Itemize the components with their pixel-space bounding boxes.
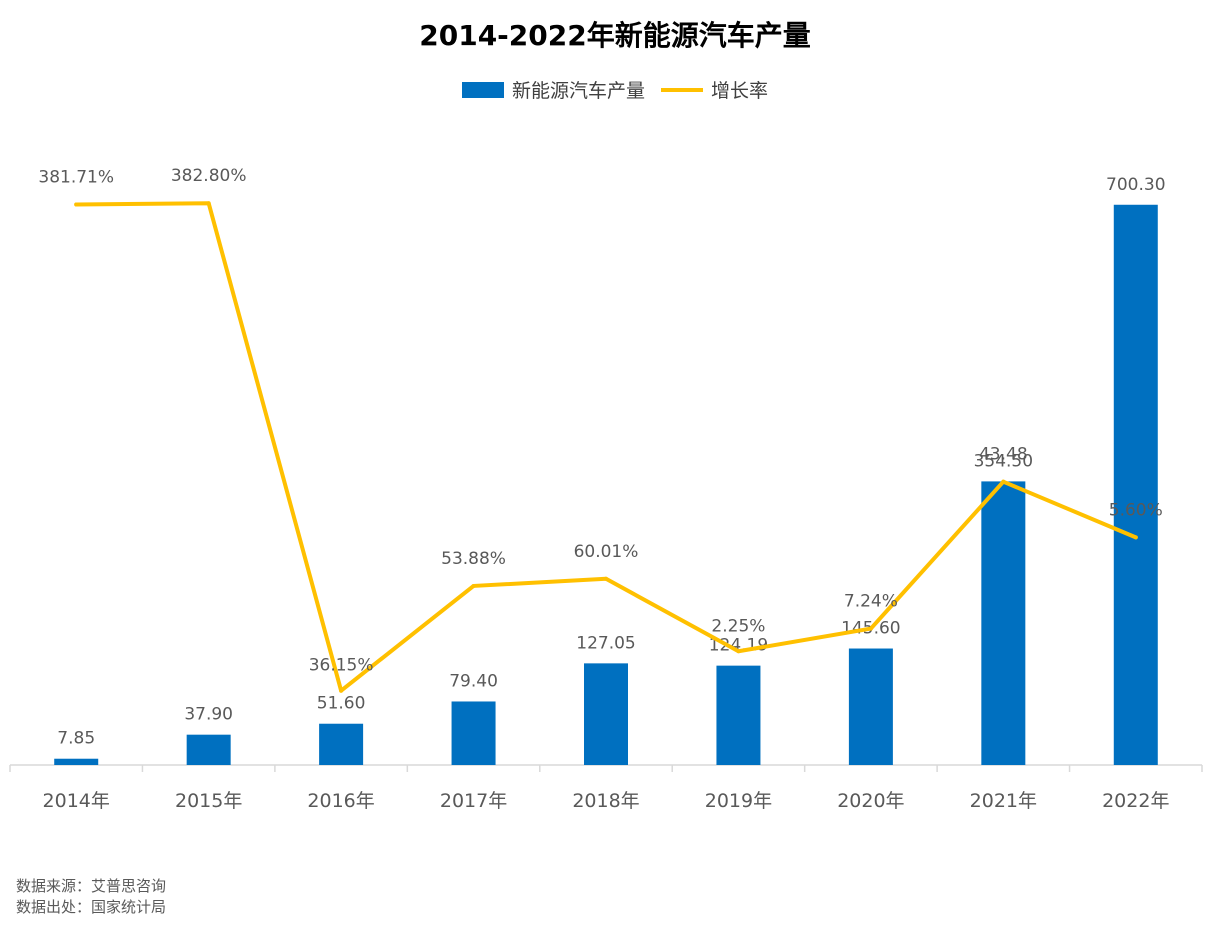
source-line-1: 数据来源：艾普思咨询	[16, 877, 167, 895]
growth-value-label: 36.15%	[309, 656, 374, 676]
growth-rate-line	[74, 201, 1138, 693]
growth-value-label: 53.88%	[441, 549, 506, 569]
chart-title: 2014-2022年新能源汽车产量	[419, 19, 811, 52]
growth-rate-point	[339, 688, 344, 693]
x-tick-label: 2022年	[1102, 790, 1169, 812]
legend-line-swatch	[661, 87, 703, 92]
bar-value-label: 354.50	[974, 451, 1033, 471]
growth-value-label: 381.71%	[38, 167, 114, 187]
bar-2019年	[716, 665, 761, 765]
growth-rate-point	[74, 202, 79, 207]
bar-2017年	[451, 701, 496, 765]
bar-2020年	[848, 648, 893, 765]
bar-value-label: 700.30	[1106, 175, 1165, 195]
bar-2014年	[54, 758, 99, 765]
legend: 新能源汽车产量 增长率	[0, 76, 1230, 103]
x-tick-label: 2021年	[970, 790, 1037, 812]
legend-item-production: 新能源汽车产量	[461, 76, 645, 103]
legend-label-growth: 增长率	[711, 80, 769, 102]
growth-value-label: 2.25%	[711, 616, 765, 636]
growth-value-label: 60.01%	[574, 542, 639, 562]
x-tick-label: 2018年	[572, 790, 639, 812]
bar-value-label: 7.85	[57, 729, 95, 749]
source-line-2: 数据出处：国家统计局	[16, 898, 167, 916]
bar-2018年	[584, 663, 628, 765]
growth-value-label: 382.80%	[171, 166, 247, 186]
legend-bar-swatch	[461, 81, 504, 98]
growth-rate-point	[868, 626, 873, 631]
growth-rate-point	[206, 201, 211, 206]
bar-value-label: 37.90	[184, 705, 233, 725]
bar-2016年	[319, 723, 364, 765]
x-tick-label: 2019年	[705, 790, 772, 812]
bar-2021年	[981, 481, 1026, 765]
bar-2015年	[186, 734, 231, 765]
bar-value-label: 79.40	[449, 671, 498, 691]
x-tick-label: 2016年	[307, 790, 374, 812]
growth-rate-point	[736, 649, 741, 654]
growth-value-label: 5.60%	[1109, 500, 1163, 520]
bar-2022年	[1113, 204, 1158, 765]
growth-rate-point	[1001, 479, 1006, 484]
source-note: 数据来源：艾普思咨询 数据出处：国家统计局	[16, 876, 166, 918]
growth-value-label: 7.24%	[844, 592, 898, 612]
x-tick-label: 2020年	[837, 790, 904, 812]
bar-value-label: 51.60	[317, 694, 366, 714]
legend-label-production: 新能源汽车产量	[511, 80, 645, 102]
x-tick-label: 2017年	[440, 790, 507, 812]
legend-item-growth: 增长率	[661, 76, 768, 103]
x-tick-label: 2014年	[43, 790, 110, 812]
growth-rate-point	[471, 583, 476, 588]
growth-rate-point	[604, 576, 608, 581]
growth-rate-point	[1133, 535, 1138, 540]
growth-value-label: 43.48	[979, 445, 1028, 465]
bar-value-label: 127.05	[576, 633, 635, 653]
x-tick-label: 2015年	[175, 790, 242, 812]
